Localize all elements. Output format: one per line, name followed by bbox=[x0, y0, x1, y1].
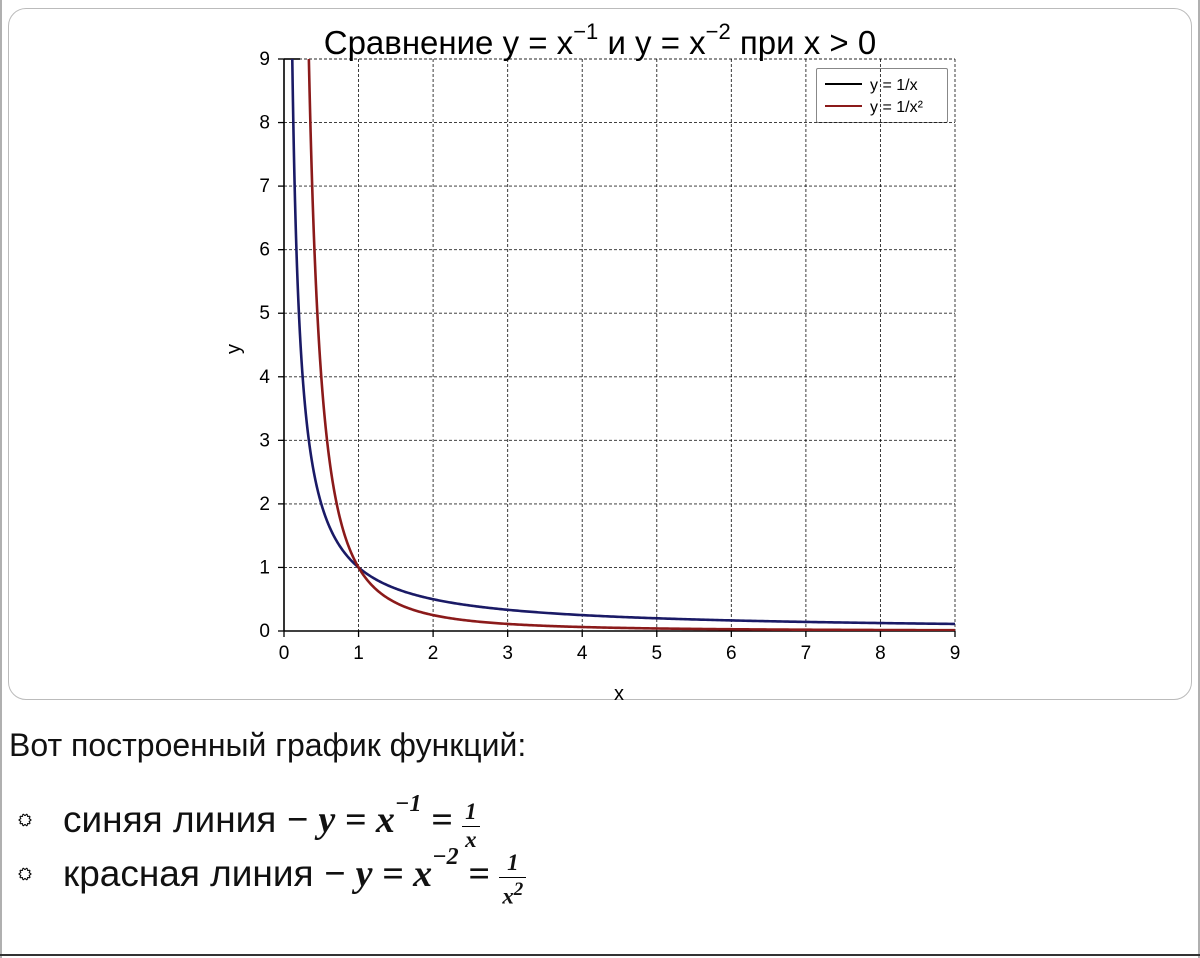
svg-text:6: 6 bbox=[726, 643, 737, 664]
svg-text:9: 9 bbox=[950, 643, 961, 664]
svg-text:x: x bbox=[614, 683, 624, 705]
svg-text:1: 1 bbox=[259, 557, 270, 578]
svg-text:9: 9 bbox=[259, 49, 270, 70]
svg-text:3: 3 bbox=[259, 430, 270, 451]
svg-text:5: 5 bbox=[259, 303, 270, 324]
svg-text:7: 7 bbox=[801, 643, 812, 664]
svg-text:1: 1 bbox=[353, 643, 364, 664]
svg-text:0: 0 bbox=[279, 643, 290, 664]
svg-text:2: 2 bbox=[428, 643, 439, 664]
svg-text:6: 6 bbox=[259, 240, 270, 261]
svg-text:0: 0 bbox=[259, 621, 270, 642]
svg-text:8: 8 bbox=[259, 113, 270, 134]
svg-text:7: 7 bbox=[259, 176, 270, 197]
svg-text:5: 5 bbox=[652, 643, 663, 664]
svg-text:2: 2 bbox=[259, 494, 270, 515]
svg-text:4: 4 bbox=[577, 643, 588, 664]
svg-text:4: 4 bbox=[259, 367, 270, 388]
svg-text:3: 3 bbox=[502, 643, 513, 664]
svg-text:8: 8 bbox=[875, 643, 886, 664]
svg-text:y: y bbox=[223, 344, 245, 354]
